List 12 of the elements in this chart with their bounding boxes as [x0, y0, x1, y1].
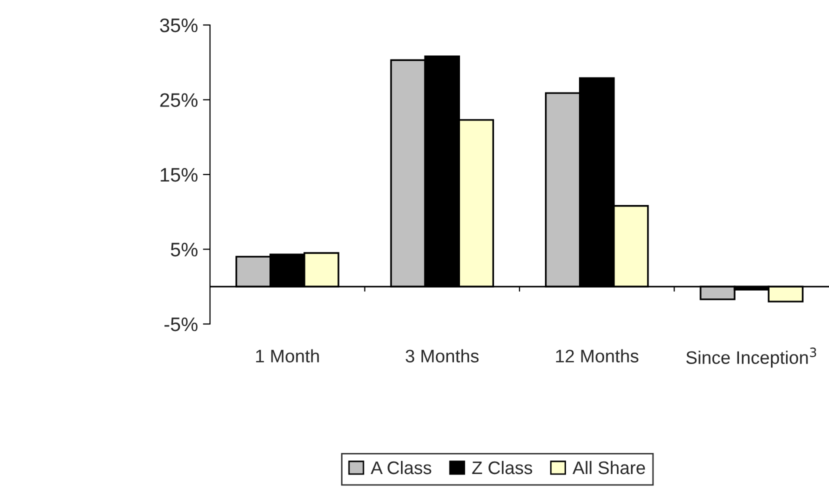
y-tick-label: 15%: [160, 168, 198, 182]
y-tick-label: 25%: [160, 93, 198, 107]
legend-label: A Class: [370, 460, 432, 474]
y-tick-label: -5%: [164, 318, 198, 332]
x-tick-label: 12 Months: [556, 349, 638, 362]
x-tick-label: 3 Months: [406, 349, 479, 362]
legend-label: Z Class: [472, 460, 532, 474]
x-tick-label: Since Inception$^{3}$: [686, 348, 816, 368]
y-tick-label: 35%: [160, 18, 198, 32]
y-tick-label: 5%: [170, 242, 198, 256]
x-tick-label: 1 Month: [256, 349, 319, 362]
legend-label: All Share: [572, 460, 645, 474]
